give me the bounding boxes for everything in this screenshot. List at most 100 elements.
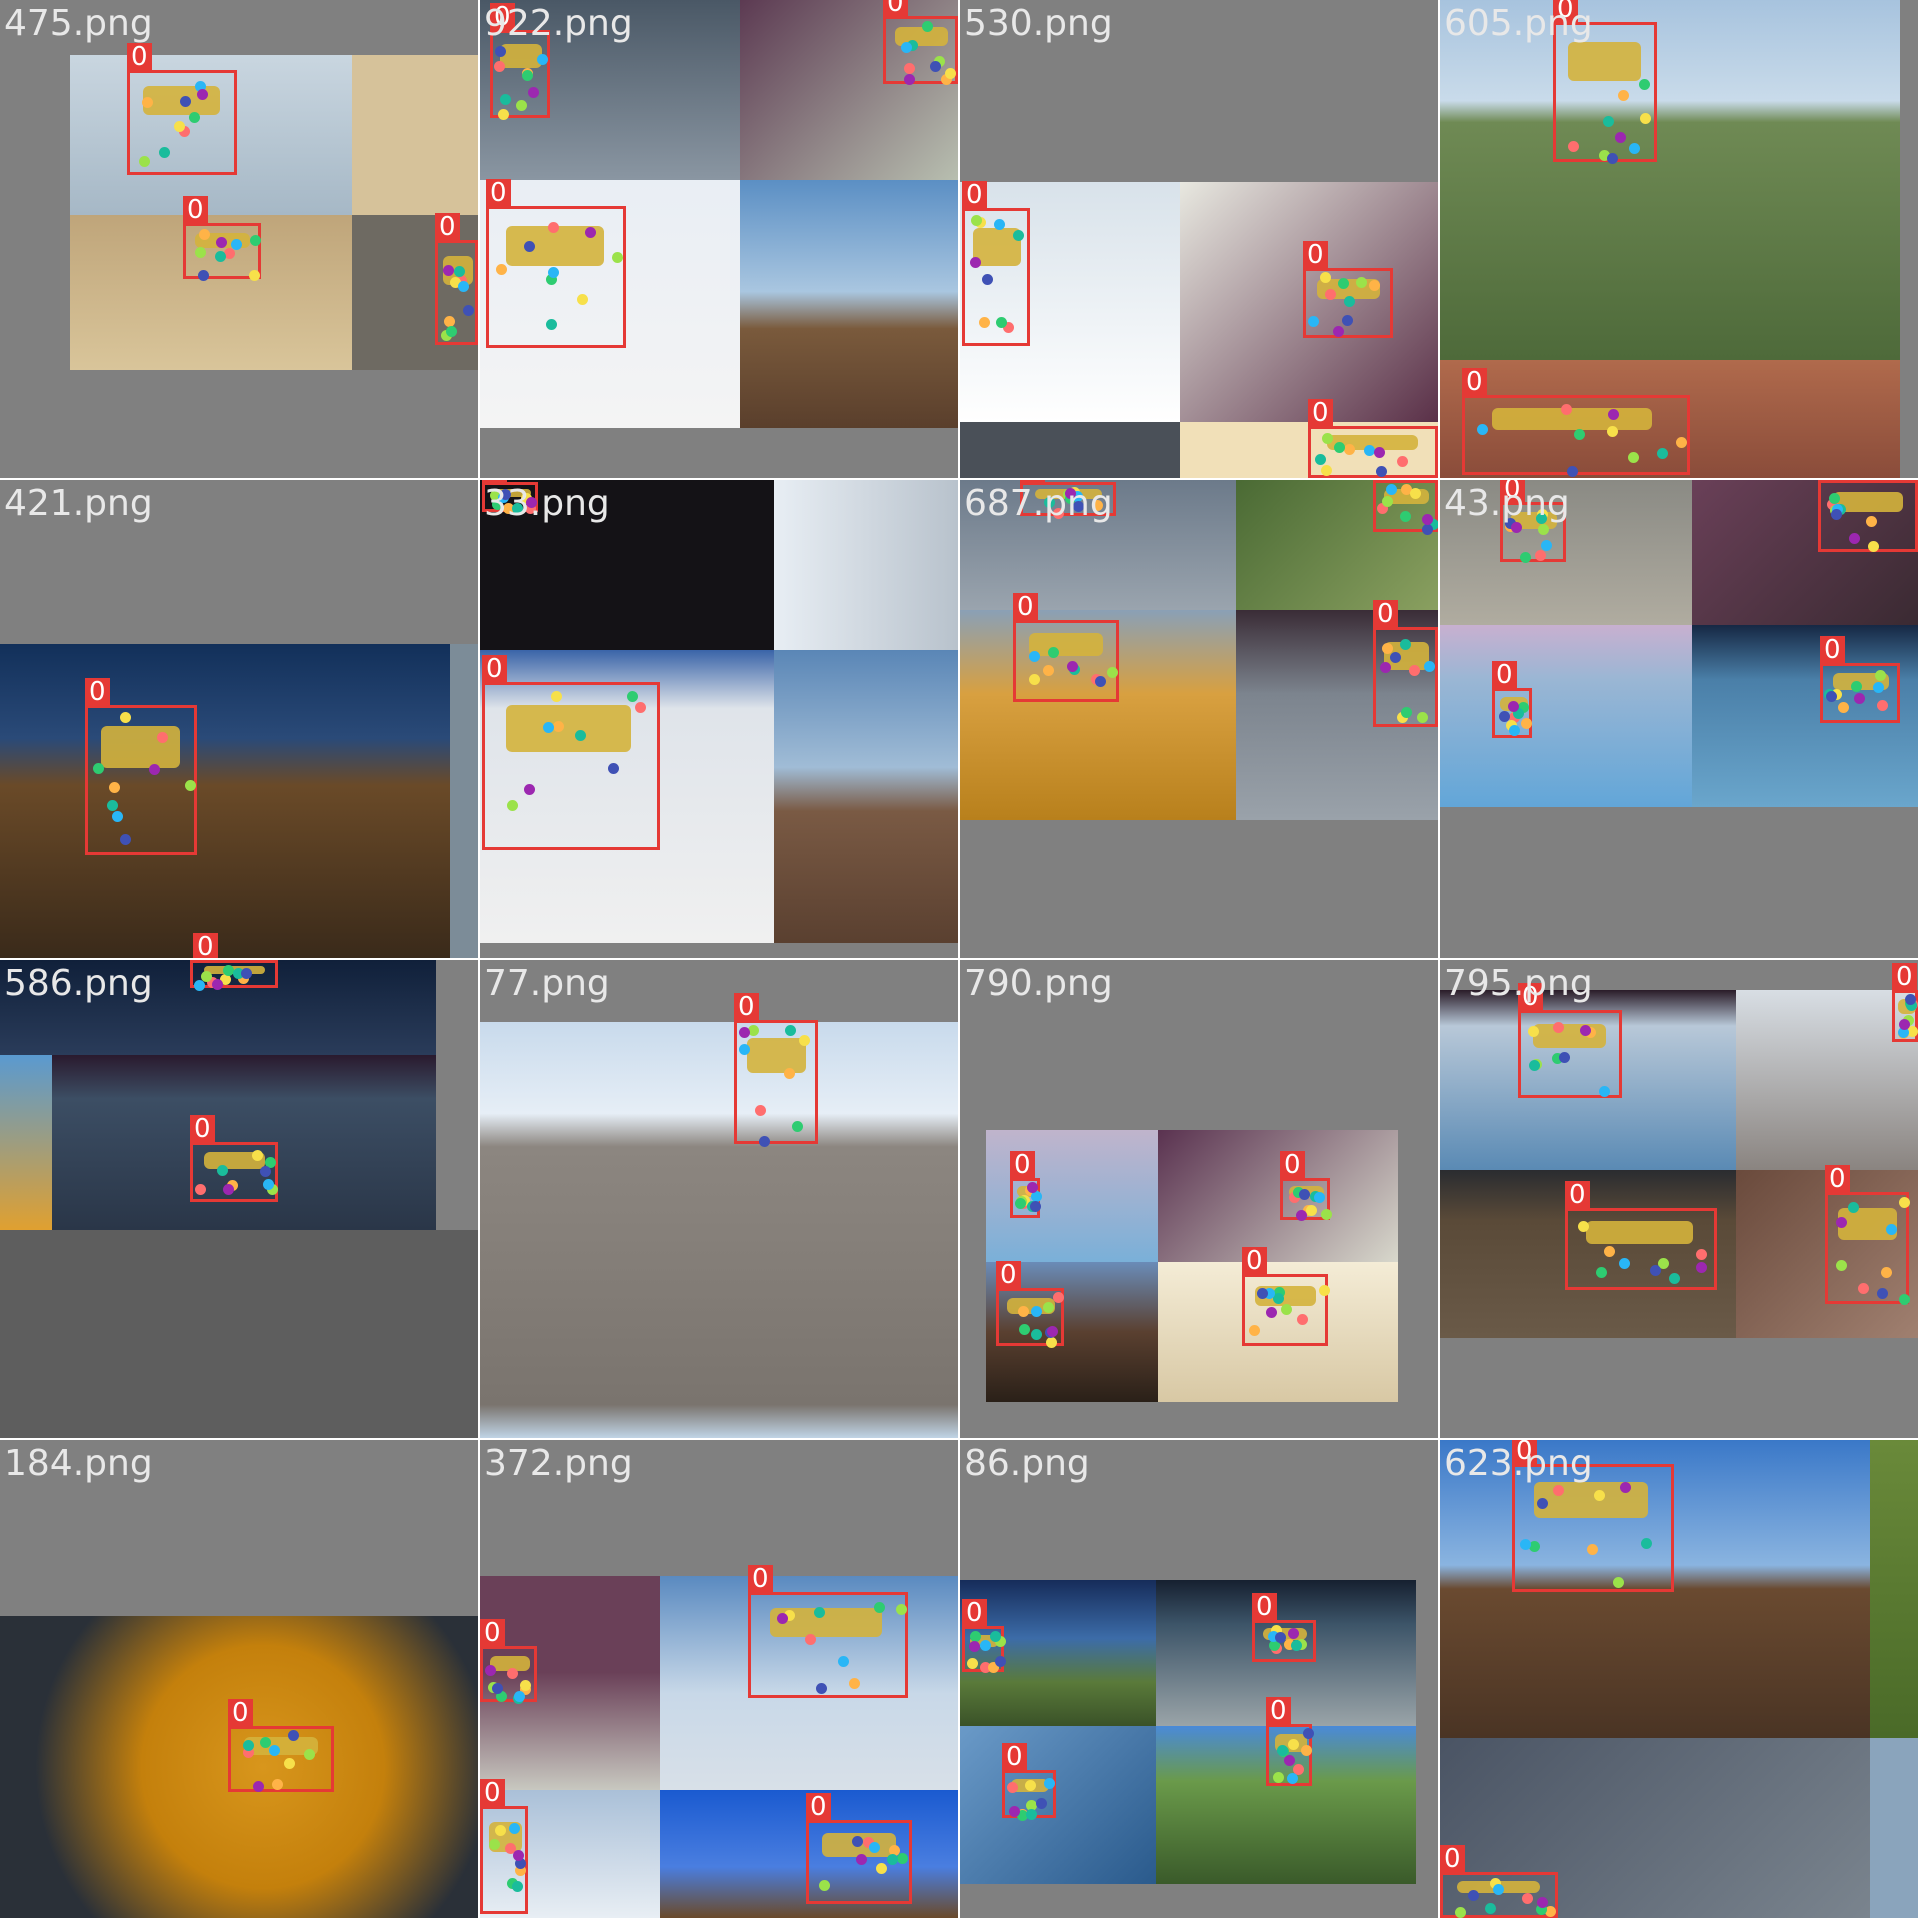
class-tag: 0 <box>806 1793 831 1821</box>
keypoint-dot <box>1517 701 1529 713</box>
keypoint-dot <box>156 732 168 744</box>
class-tag: 0 <box>190 960 215 961</box>
detection-box: 0 <box>1303 241 1393 338</box>
keypoint-dot <box>1342 314 1354 326</box>
keypoint-dot <box>1508 724 1520 736</box>
keypoint-dot <box>968 1640 980 1652</box>
keypoint-dot <box>921 21 933 33</box>
keypoint-dot <box>462 304 474 316</box>
class-tag: 0 <box>1280 1151 1305 1179</box>
keypoint-dot <box>264 1156 276 1168</box>
keypoint-dot <box>895 1603 907 1615</box>
keypoint-dot <box>119 834 131 846</box>
class-tag: 0 <box>482 655 507 683</box>
keypoint-dot <box>1028 651 1040 663</box>
tile-filename: 184.png <box>4 1443 153 1484</box>
keypoint-dot <box>1397 712 1409 724</box>
class-tag: 0 <box>1013 593 1038 621</box>
robot-body <box>1492 407 1652 430</box>
class-tag: 0 <box>962 181 987 209</box>
class-tag: 0 <box>127 43 152 71</box>
keypoint-dot <box>988 1661 999 1673</box>
robot-body <box>491 488 531 497</box>
class-tag: 0 <box>490 3 515 31</box>
keypoint-dot <box>527 87 539 99</box>
keypoint-dot <box>546 318 558 330</box>
tile-filename: 421.png <box>4 483 153 524</box>
keypoint-dot <box>453 265 465 277</box>
class-tag: 0 <box>193 933 218 958</box>
keypoint-dot <box>1454 1907 1466 1918</box>
keypoint-dot <box>904 62 916 74</box>
detection-box: 0 <box>1892 963 1918 1042</box>
keypoint-dot <box>1899 1294 1911 1306</box>
keypoint-dot <box>967 1658 978 1670</box>
keypoint-dot <box>216 237 228 249</box>
keypoint-dot <box>120 711 132 723</box>
keypoint-dot <box>1593 1489 1605 1501</box>
keypoint-dot <box>231 239 243 251</box>
keypoint-dot <box>1492 1883 1504 1895</box>
keypoint-dot <box>1529 1540 1541 1552</box>
keypoint-dot <box>1865 515 1877 527</box>
keypoint-dot <box>1031 1329 1043 1341</box>
keypoint-dot <box>443 315 455 327</box>
class-tag: 0 <box>1252 1593 1277 1621</box>
keypoint-dot <box>941 74 953 86</box>
keypoint-dot <box>184 779 196 791</box>
keypoint-dot <box>627 690 639 702</box>
keypoint-dot <box>1272 1293 1284 1305</box>
detection-box: 0 <box>480 1619 537 1704</box>
tile-33: 0 0 33.png <box>480 480 958 958</box>
keypoint-dot <box>1324 289 1336 301</box>
keypoint-dot <box>1848 1201 1860 1213</box>
keypoint-dot <box>200 971 212 983</box>
keypoint-dot <box>996 316 1008 328</box>
robot-body <box>489 1655 530 1672</box>
keypoint-dot <box>222 965 234 977</box>
class-tag: 0 <box>1020 480 1045 483</box>
keypoint-dot <box>1528 1026 1540 1038</box>
robot-body <box>973 227 1021 267</box>
keypoint-dot <box>1284 1638 1296 1650</box>
keypoint-dot <box>508 1822 520 1834</box>
keypoint-dot <box>1381 496 1393 508</box>
keypoint-dot <box>198 270 210 282</box>
tile-filename: 43.png <box>1444 483 1570 524</box>
keypoint-dot <box>216 1164 228 1176</box>
detection-box: 0 <box>996 1261 1065 1349</box>
keypoint-dot <box>995 1636 1007 1648</box>
keypoint-dot <box>494 1824 506 1836</box>
keypoint-dot <box>1629 143 1641 155</box>
keypoint-dot <box>1379 661 1391 673</box>
keypoint-dot <box>1377 503 1388 515</box>
class-tag: 0 <box>1500 480 1525 503</box>
keypoint-dot <box>607 762 619 774</box>
class-tag: 0 <box>1440 1845 1465 1873</box>
keypoint-dot <box>1507 700 1519 712</box>
keypoint-dot <box>1607 152 1619 164</box>
robot-body <box>1028 632 1103 656</box>
keypoint-dot <box>874 1602 886 1614</box>
keypoint-dot <box>1344 296 1356 308</box>
detection-box: 0 <box>1512 1440 1674 1592</box>
keypoint-dot <box>195 81 207 93</box>
keypoint-dot <box>269 1744 281 1756</box>
keypoint-dot <box>500 488 512 500</box>
keypoint-dot <box>1477 424 1489 436</box>
keypoint-dot <box>262 1179 274 1191</box>
keypoint-dot <box>1401 484 1413 496</box>
keypoint-dot <box>1897 1026 1909 1038</box>
keypoint-dot <box>107 799 119 811</box>
detection-box: 0 <box>1280 1151 1332 1221</box>
keypoint-dot <box>1029 673 1041 685</box>
tile-43: 0 0 0 0 43.png <box>1440 480 1918 958</box>
detection-box: 0 <box>482 480 538 515</box>
keypoint-dot <box>1899 1196 1911 1208</box>
keypoint-dot <box>1574 429 1586 441</box>
tile-184: 0 184.png <box>0 1440 478 1918</box>
keypoint-dot <box>1467 1890 1479 1902</box>
detection-box: 0 <box>1266 1697 1314 1786</box>
keypoint-dot <box>1873 682 1885 694</box>
keypoint-dot <box>1421 514 1433 526</box>
